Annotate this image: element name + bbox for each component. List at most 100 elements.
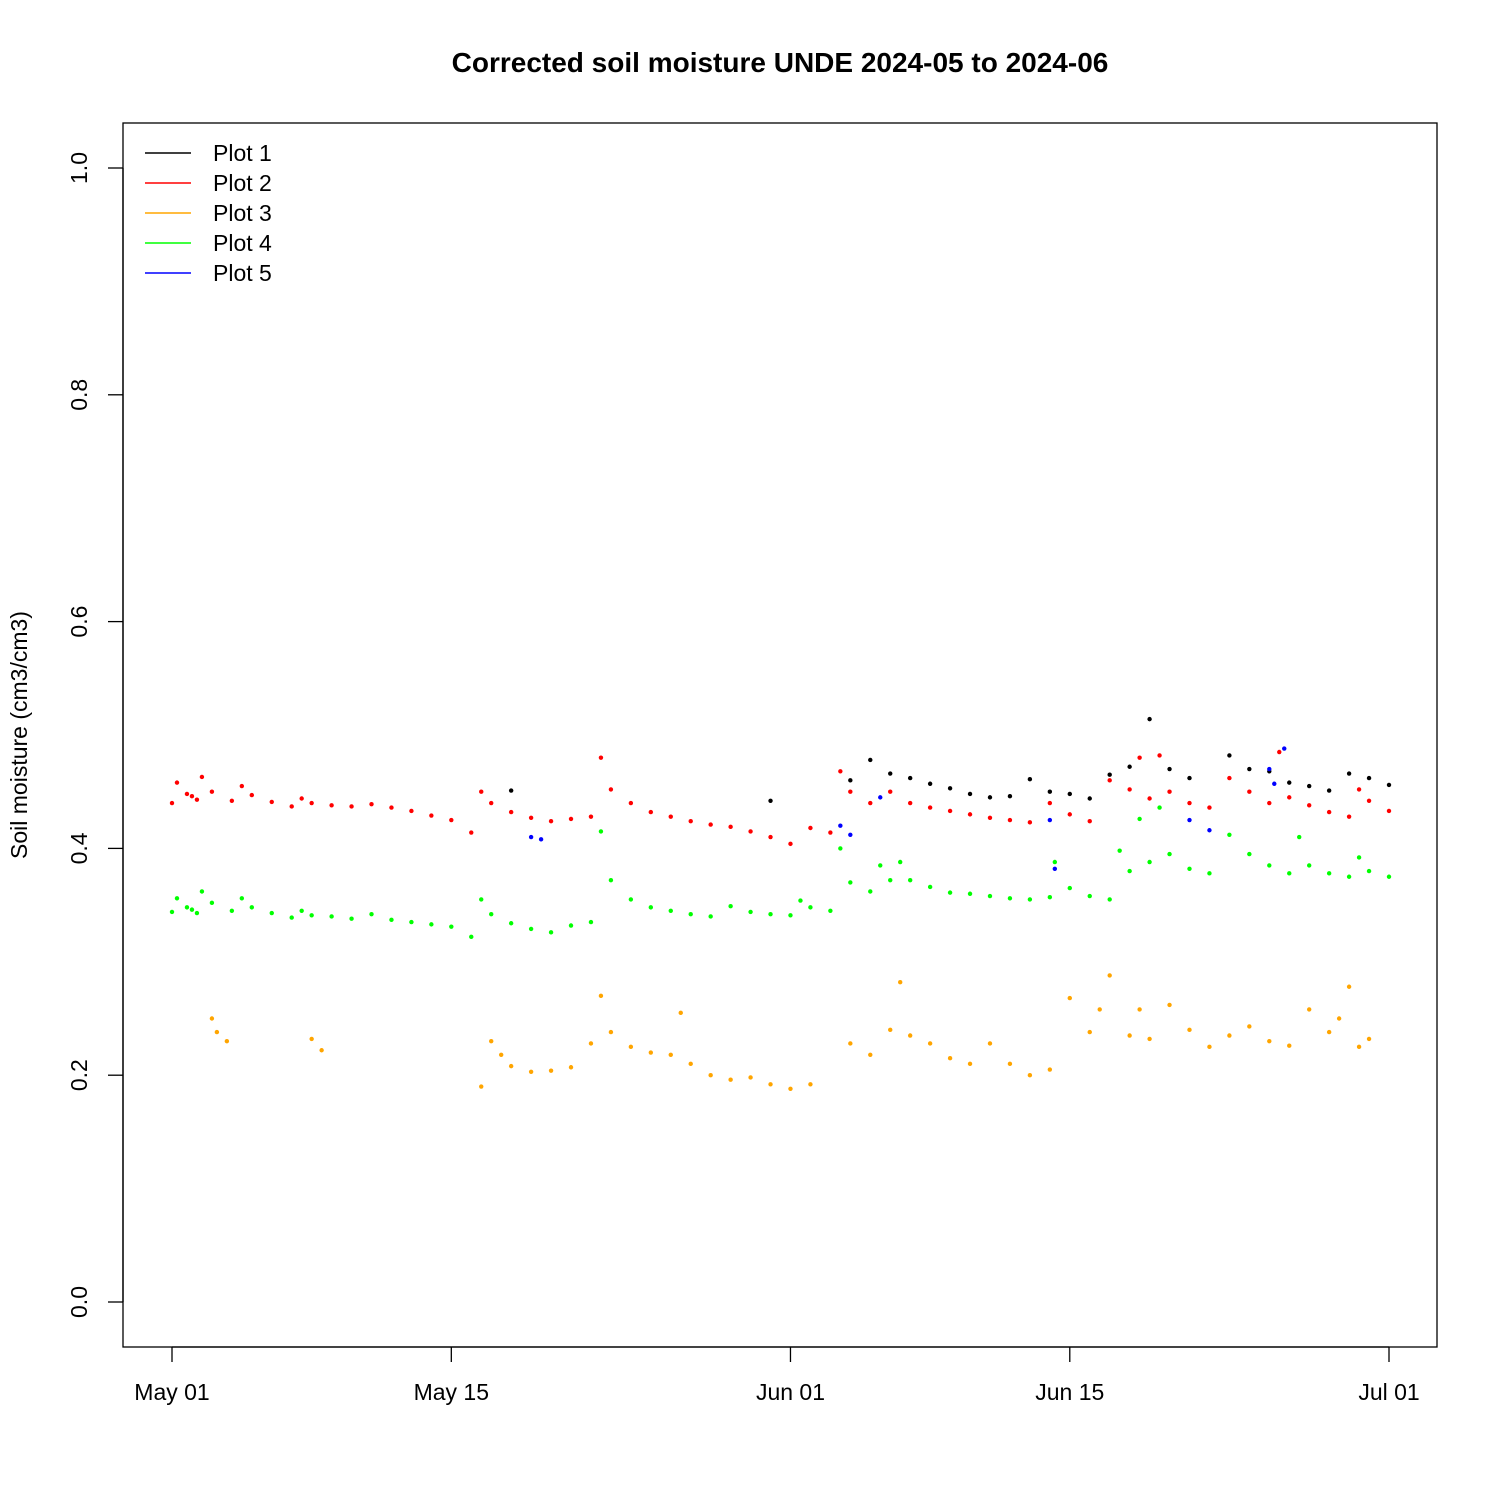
data-point	[249, 905, 255, 910]
y-tick-label: 0.8	[66, 379, 92, 411]
data-point	[489, 911, 494, 917]
data-point	[1386, 782, 1392, 788]
data-point	[1346, 874, 1352, 879]
series-plot-3	[209, 973, 1372, 1092]
data-point	[888, 877, 893, 883]
data-point	[1027, 897, 1033, 902]
data-point	[808, 825, 813, 831]
data-point	[907, 877, 913, 883]
data-point	[1356, 787, 1362, 792]
data-point	[1306, 803, 1312, 808]
data-point	[648, 905, 654, 910]
data-point	[947, 808, 953, 814]
data-point	[1127, 787, 1132, 792]
data-point	[1087, 796, 1092, 801]
data-point	[1167, 851, 1172, 857]
data-point	[1052, 866, 1058, 872]
data-point	[429, 813, 434, 818]
data-point	[788, 841, 793, 847]
data-point	[239, 896, 245, 901]
data-point	[209, 1016, 215, 1021]
data-point	[588, 814, 594, 819]
data-point	[838, 846, 843, 851]
data-point	[628, 1044, 634, 1050]
data-point	[1227, 775, 1232, 781]
data-point	[189, 794, 195, 799]
data-point	[239, 783, 245, 789]
data-point	[184, 905, 190, 910]
data-point	[848, 778, 853, 783]
data-point	[868, 757, 873, 763]
data-point	[1326, 788, 1332, 793]
data-point	[1346, 814, 1352, 819]
data-point	[1067, 995, 1072, 1001]
data-point	[1267, 863, 1272, 868]
data-point	[1067, 885, 1072, 891]
data-point	[548, 930, 554, 935]
data-point	[678, 1010, 683, 1016]
data-point	[429, 922, 434, 927]
data-point	[1167, 766, 1172, 772]
data-point	[868, 800, 873, 806]
legend-label: Plot 1	[213, 140, 272, 166]
data-point	[1127, 868, 1132, 874]
data-point	[1027, 1073, 1033, 1078]
data-point	[229, 798, 235, 803]
data-point	[878, 863, 883, 868]
legend-label: Plot 4	[213, 230, 272, 256]
data-point	[967, 812, 973, 817]
data-point	[568, 923, 574, 928]
data-point	[848, 789, 853, 794]
data-point	[768, 798, 773, 803]
data-point	[608, 877, 614, 883]
data-point	[598, 829, 604, 834]
data-point	[1207, 871, 1212, 876]
data-point	[299, 908, 304, 913]
data-point	[1247, 851, 1252, 857]
data-point	[1147, 1036, 1152, 1042]
data-point	[668, 908, 673, 913]
data-point	[309, 1036, 314, 1042]
data-point	[947, 890, 953, 895]
data-point	[1187, 775, 1192, 781]
data-point	[1187, 866, 1192, 872]
data-point	[1247, 1024, 1252, 1029]
legend-label: Plot 2	[213, 170, 272, 196]
data-point	[768, 834, 773, 840]
data-point	[409, 919, 414, 925]
data-point	[1326, 809, 1332, 815]
data-point	[349, 916, 354, 921]
data-point	[588, 1041, 594, 1046]
data-point	[1007, 794, 1013, 799]
data-point	[1207, 828, 1212, 833]
data-point	[608, 1029, 614, 1035]
data-point	[947, 1055, 953, 1061]
data-point	[1147, 716, 1152, 722]
data-point	[648, 1050, 654, 1055]
x-tick-label: Jun 15	[1035, 1379, 1104, 1405]
data-point	[1187, 800, 1192, 806]
data-point	[1187, 817, 1192, 823]
data-point	[1087, 818, 1092, 824]
data-point	[1052, 859, 1058, 865]
data-point	[289, 915, 294, 920]
data-point	[194, 910, 200, 916]
legend-item: Plot 4	[145, 230, 272, 256]
data-point	[508, 809, 514, 815]
data-point	[1107, 897, 1112, 902]
data-point	[269, 799, 274, 805]
data-point	[1107, 973, 1112, 978]
data-point	[508, 788, 514, 793]
data-point	[628, 800, 634, 806]
data-point	[1386, 808, 1392, 814]
data-point	[728, 824, 733, 830]
series-plot-2	[169, 749, 1392, 847]
data-point	[508, 921, 514, 926]
data-point	[1272, 781, 1277, 786]
data-point	[174, 780, 180, 785]
data-point	[708, 822, 713, 827]
data-point	[479, 789, 484, 794]
data-point	[369, 801, 374, 807]
